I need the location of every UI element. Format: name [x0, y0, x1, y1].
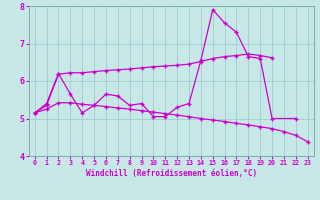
- X-axis label: Windchill (Refroidissement éolien,°C): Windchill (Refroidissement éolien,°C): [86, 169, 257, 178]
